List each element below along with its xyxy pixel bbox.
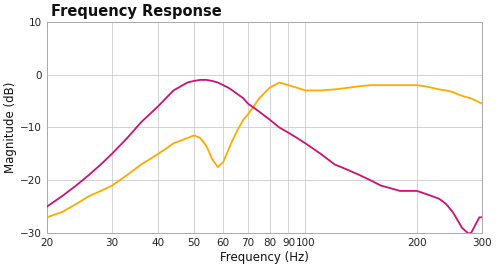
X-axis label: Frequency (Hz): Frequency (Hz): [220, 251, 309, 264]
Text: Frequency Response: Frequency Response: [51, 4, 222, 19]
Y-axis label: Magnitude (dB): Magnitude (dB): [4, 82, 17, 173]
